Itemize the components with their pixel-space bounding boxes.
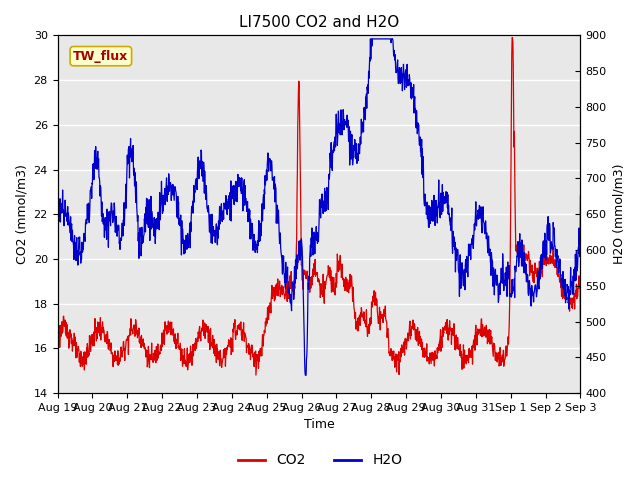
Title: LI7500 CO2 and H2O: LI7500 CO2 and H2O: [239, 15, 399, 30]
Text: TW_flux: TW_flux: [73, 49, 129, 63]
Y-axis label: H2O (mmol/m3): H2O (mmol/m3): [612, 164, 625, 264]
Legend: CO2, H2O: CO2, H2O: [232, 448, 408, 473]
Y-axis label: CO2 (mmol/m3): CO2 (mmol/m3): [15, 164, 28, 264]
X-axis label: Time: Time: [303, 419, 334, 432]
